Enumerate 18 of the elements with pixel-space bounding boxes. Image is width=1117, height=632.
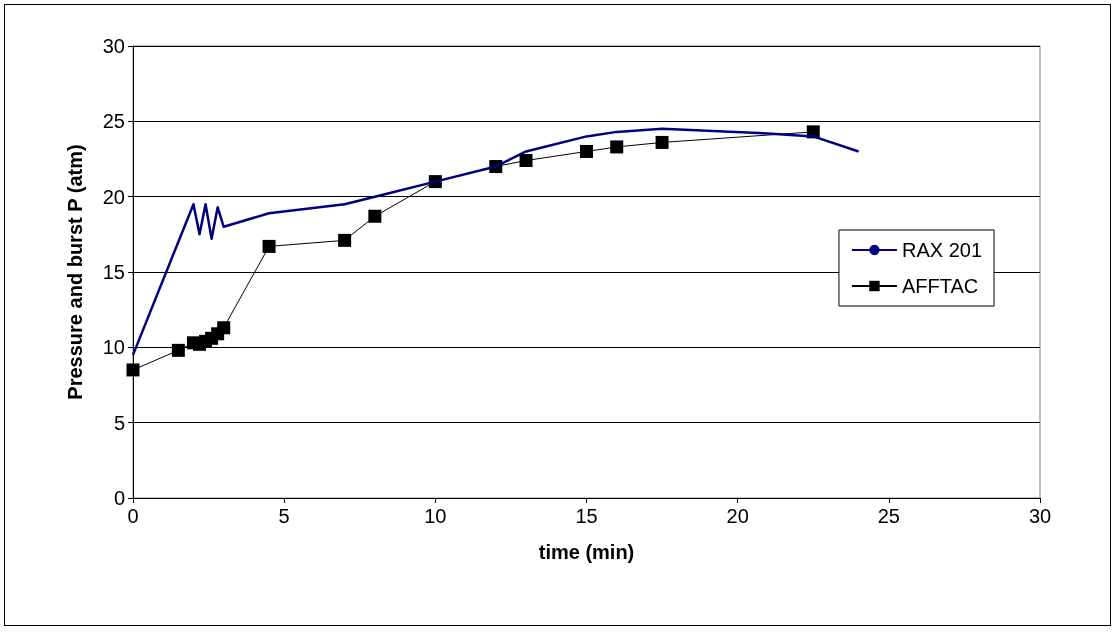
y-tick-label: 15 [102,261,125,283]
x-tick-label: 25 [877,505,900,527]
x-tick-label: 5 [278,505,290,527]
x-tick-label: 10 [424,505,447,527]
y-tick-label: 20 [102,185,125,208]
y-axis-title: Pressure and burst P (atm) [64,144,86,400]
legend-label: RAX 201 [901,239,983,261]
y-tick-label: 25 [102,110,125,133]
x-tick-label: 30 [1028,505,1052,527]
y-tick-label: 30 [102,35,125,57]
y-tick-label: 10 [102,336,125,359]
x-tick-label: 0 [127,505,139,527]
y-tick-label: 5 [113,411,125,434]
x-tick-label: 15 [575,505,598,527]
x-tick-label: 20 [726,505,749,527]
y-tick-label: 0 [113,487,125,509]
x-axis-title: time (min) [538,541,635,563]
legend-label: AFFTAC [901,275,979,297]
